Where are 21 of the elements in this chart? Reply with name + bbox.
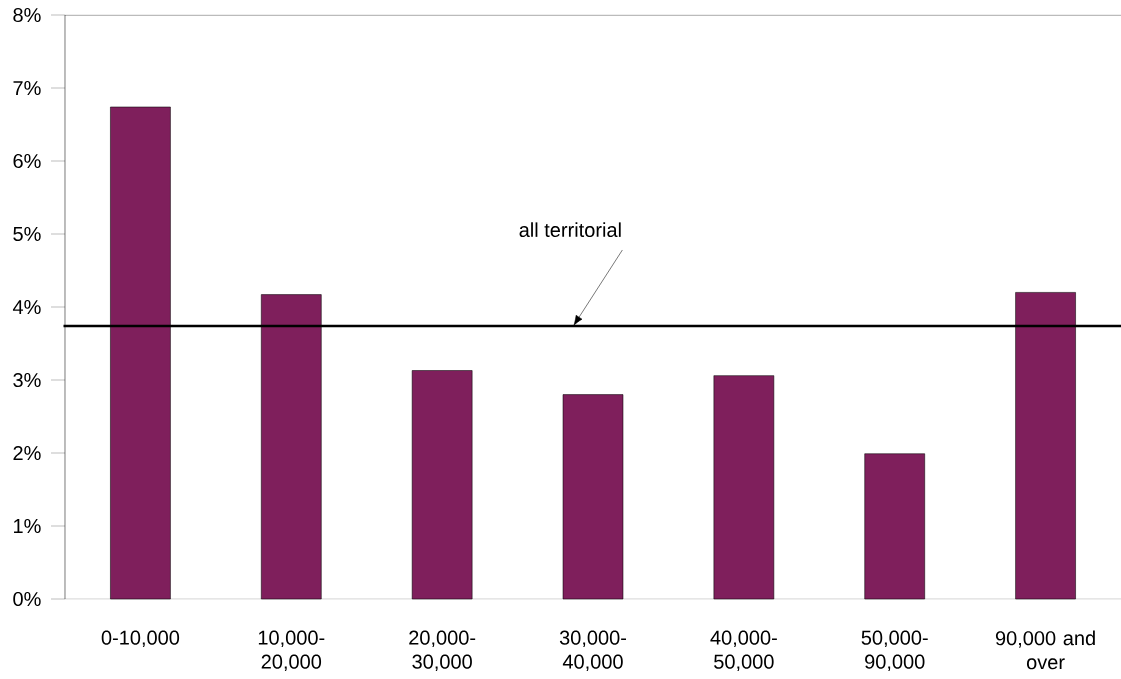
y-tick-label: 6% [13, 153, 41, 169]
x-tick-label: 90,000 and over [995, 630, 1095, 670]
x-tick-label: 30,000- 40,000 [559, 630, 627, 672]
y-tick-label: 0% [13, 591, 41, 607]
y-tick-label: 8% [13, 7, 41, 23]
y-tick-label: 7% [13, 81, 41, 96]
bar [562, 394, 624, 600]
ref-line-label: all territorial [519, 222, 621, 238]
x-tick-label: 40,000- 50,000 [710, 630, 777, 672]
x-tick-label: 50,000- 90,000 [861, 630, 928, 672]
y-tick-label: 2% [13, 445, 41, 461]
y-tick-label: 1% [14, 519, 41, 534]
y-tick-label: 4% [12, 300, 41, 315]
bar [411, 370, 473, 600]
y-tick-label: 5% [13, 226, 41, 242]
bar [713, 375, 775, 600]
bar [864, 453, 925, 600]
x-tick-label: 20,000- 30,000 [409, 630, 476, 672]
x-tick-label: 0-10,000 [101, 630, 180, 648]
x-tick-label: 10,000- 20,000 [258, 630, 325, 672]
y-tick-label: 3% [13, 372, 41, 388]
